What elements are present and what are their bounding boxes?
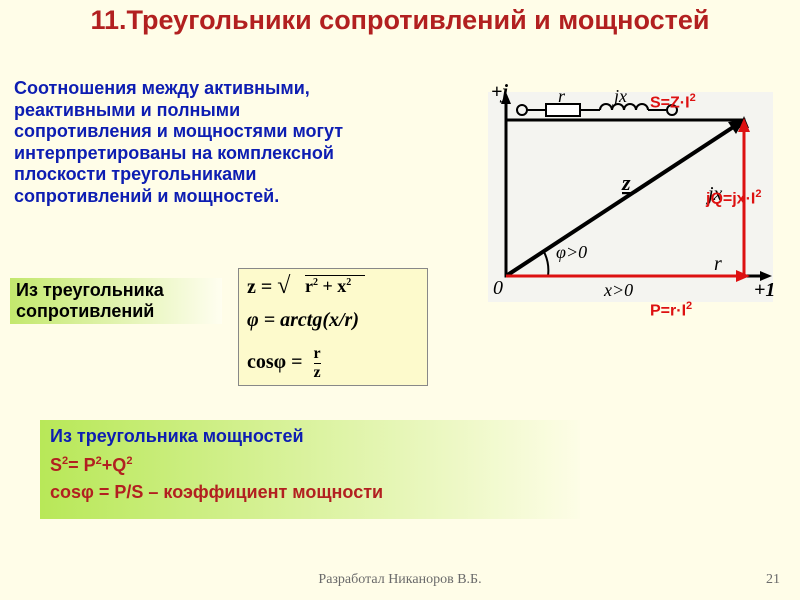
phi-label: φ>0 — [556, 242, 587, 262]
r-top-label: r — [558, 86, 566, 106]
sqrt-symbol: √ — [277, 273, 290, 299]
xgt0-label: x>0 — [603, 280, 633, 300]
label-P: P=r·I2 — [650, 300, 692, 320]
fraction-rz: r z — [314, 345, 321, 382]
r-side-label: r — [714, 253, 722, 275]
f2: φ = arctg(x/r) — [247, 309, 359, 331]
axis-j-label: +j — [491, 81, 508, 103]
formula-cos: cosφ = r z — [247, 345, 419, 381]
formula-pf: cosφ = P/S – коэффициент мощности — [50, 482, 570, 503]
formula-S2: S2= P2+Q2 — [50, 455, 570, 476]
page-number: 21 — [766, 572, 780, 588]
footer-author: Разработал Никаноров В.Б. — [0, 572, 800, 588]
label-jQ: jQ=jx·I2 — [706, 188, 761, 208]
origin-label: 0 — [493, 277, 503, 299]
f1-lhs: z = — [247, 276, 277, 298]
slide-title: 11.Треугольники сопротивлений и мощносте… — [0, 6, 800, 36]
impedance-triangle-diagram: +j 0 +1 r jx z jx r φ>0 x>0 S=Z·I2 jQ=jx… — [388, 80, 778, 330]
z-label: z — [621, 170, 631, 195]
jx-top-label: jx — [612, 86, 627, 106]
frac-den: z — [314, 363, 321, 382]
f3-lhs: cosφ = — [247, 351, 308, 373]
f1-radicand: r2 + x2 — [305, 276, 351, 297]
frac-num: r — [314, 345, 321, 363]
axis-1-label: +1 — [754, 279, 775, 301]
intro-paragraph: Соотношения между активными, реактивными… — [14, 78, 374, 208]
label-from-z-triangle: Из треугольника сопротивлений — [10, 278, 222, 324]
label-S: S=Z·I2 — [650, 92, 696, 112]
power-triangle-block: Из треугольника мощностей S2= P2+Q2 cosφ… — [40, 420, 580, 519]
power-triangle-heading: Из треугольника мощностей — [50, 426, 570, 447]
